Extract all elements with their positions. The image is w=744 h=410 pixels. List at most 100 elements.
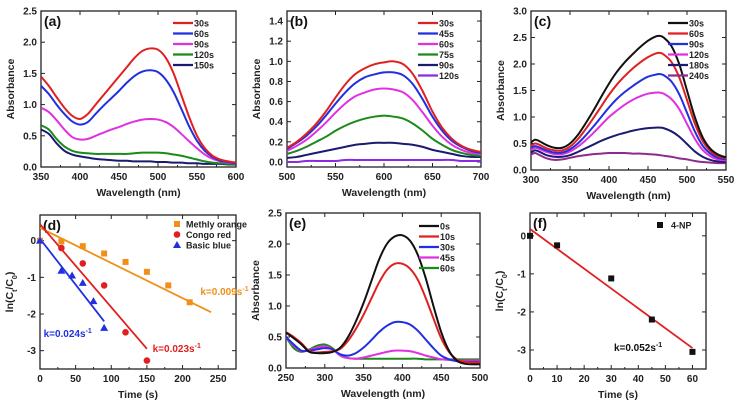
plot-area (286, 234, 480, 366)
panel-f: 0 10 20 30 40 50 60 -3 -2 -1 0 Time (s) ln(Ct/C0) (f)… (494, 212, 707, 401)
series-line-90s (41, 106, 236, 165)
y-tick-label: 0 (30, 236, 36, 247)
legend-label: Basic blue (186, 240, 231, 250)
x-tick-label: 550 (327, 172, 344, 183)
data-point (58, 244, 65, 252)
legend-label: 10s (440, 232, 455, 242)
legend-label: 60s (194, 29, 209, 39)
fit-line-4-np (530, 228, 693, 349)
x-tick-label: 500 (279, 172, 296, 183)
data-point (122, 258, 129, 265)
legend-label: 90s (194, 39, 209, 49)
y-axis-label: Absorbance (251, 59, 263, 120)
plot-frame (529, 212, 707, 370)
data-point (79, 260, 87, 267)
x-tick-label: 400 (394, 373, 411, 384)
series-line-30s (287, 60, 481, 153)
legend-label: 60s (439, 39, 454, 49)
x-tick-label: 40 (633, 374, 645, 385)
y-tick-label: 0.2 (269, 137, 283, 148)
y-tick-label: 0.8 (269, 77, 283, 88)
y-tick-label: 1.4 (269, 17, 283, 28)
plot-area (531, 34, 726, 165)
data-point (100, 323, 109, 331)
x-tick-label: 250 (278, 373, 295, 384)
panel-label: (d) (43, 217, 61, 233)
panel-label: (a) (44, 13, 61, 29)
y-tick-label: -2 (27, 310, 36, 321)
y-tick-label: 1.2 (269, 37, 283, 48)
y-tick-label: 0.0 (268, 364, 282, 375)
legend-marker (657, 222, 663, 228)
fit-line-congo-red (40, 223, 148, 350)
data-point (554, 242, 561, 249)
x-axis-label: Wavelength (nm) (341, 388, 425, 400)
x-tick-label: 450 (640, 175, 657, 186)
rate-constant-label: k=0.052s-1 (614, 342, 662, 354)
x-tick-label: 500 (472, 373, 489, 384)
series-line-90s (287, 141, 481, 159)
y-tick-label: -1 (27, 273, 36, 284)
x-axis-label: Wavelength (nm) (342, 187, 426, 199)
data-point (122, 329, 129, 336)
series-line-0s (286, 234, 480, 366)
panel-label: (b) (290, 13, 308, 29)
plot-area (287, 60, 481, 164)
legend-label: 120s (194, 50, 214, 60)
rate-constant-label: k=0.024s-1 (44, 328, 92, 340)
x-tick-label: 600 (376, 172, 393, 183)
data-point (527, 232, 533, 239)
series-line-30s (531, 34, 726, 159)
x-tick-label: 20 (579, 374, 591, 385)
x-tick-label: 0 (527, 374, 533, 385)
y-tick-label: -1 (517, 269, 526, 280)
series-line-30s (41, 47, 236, 164)
data-point (68, 271, 77, 279)
series-line-120s (287, 158, 481, 164)
y-tick-label: 2.0 (23, 38, 37, 49)
x-tick-label: 30 (606, 374, 618, 385)
y-axis-label: ln(Ct/C0) (494, 271, 509, 312)
x-axis-label: Time (s) (118, 389, 158, 401)
data-point (101, 250, 108, 257)
x-tick-label: 150 (139, 374, 156, 385)
legend-label: 30s (194, 18, 209, 28)
data-point (36, 236, 44, 244)
y-tick-label: 0.5 (23, 131, 37, 142)
x-tick-label: 450 (433, 373, 450, 384)
data-point (689, 348, 696, 355)
y-tick-label: 1.5 (268, 271, 282, 282)
panel-label: (c) (534, 13, 551, 29)
panel-label: (e) (289, 215, 306, 231)
y-tick-label: 0.0 (269, 157, 283, 168)
y-tick-label: 1.5 (513, 86, 527, 97)
y-tick-label: 2.0 (513, 60, 527, 71)
data-point (648, 316, 655, 323)
series-line-150s (41, 128, 236, 166)
x-tick-label: 700 (473, 172, 490, 183)
x-axis-label: Wavelength (nm) (586, 190, 670, 202)
data-point (143, 357, 151, 364)
y-tick-label: 1.0 (269, 57, 283, 68)
y-tick-label: -2 (517, 307, 526, 318)
legend-label: 30s (439, 18, 454, 28)
series-line-120s (531, 91, 726, 162)
fit-line-methly-orange (40, 227, 212, 313)
x-axis-label: Wavelength (nm) (96, 187, 180, 199)
series-line-180s (531, 126, 726, 164)
x-tick-label: 500 (679, 175, 696, 186)
plot-frame (39, 214, 237, 370)
x-tick-label: 100 (103, 374, 120, 385)
y-tick-label: -3 (517, 345, 526, 356)
series-line-45s (287, 71, 481, 154)
x-tick-label: 300 (316, 373, 333, 384)
x-tick-label: 60 (687, 374, 699, 385)
x-tick-label: 350 (562, 175, 579, 186)
data-point (100, 282, 108, 289)
data-point (186, 299, 193, 306)
x-tick-label: 400 (601, 175, 618, 186)
panel-e: 250 300 350 400 450 500 0.0 0.5 1.0 1.5 2.0 2.5 Wave… (250, 209, 489, 401)
series-line-90s (531, 73, 726, 161)
y-tick-label: 2.5 (23, 7, 37, 18)
